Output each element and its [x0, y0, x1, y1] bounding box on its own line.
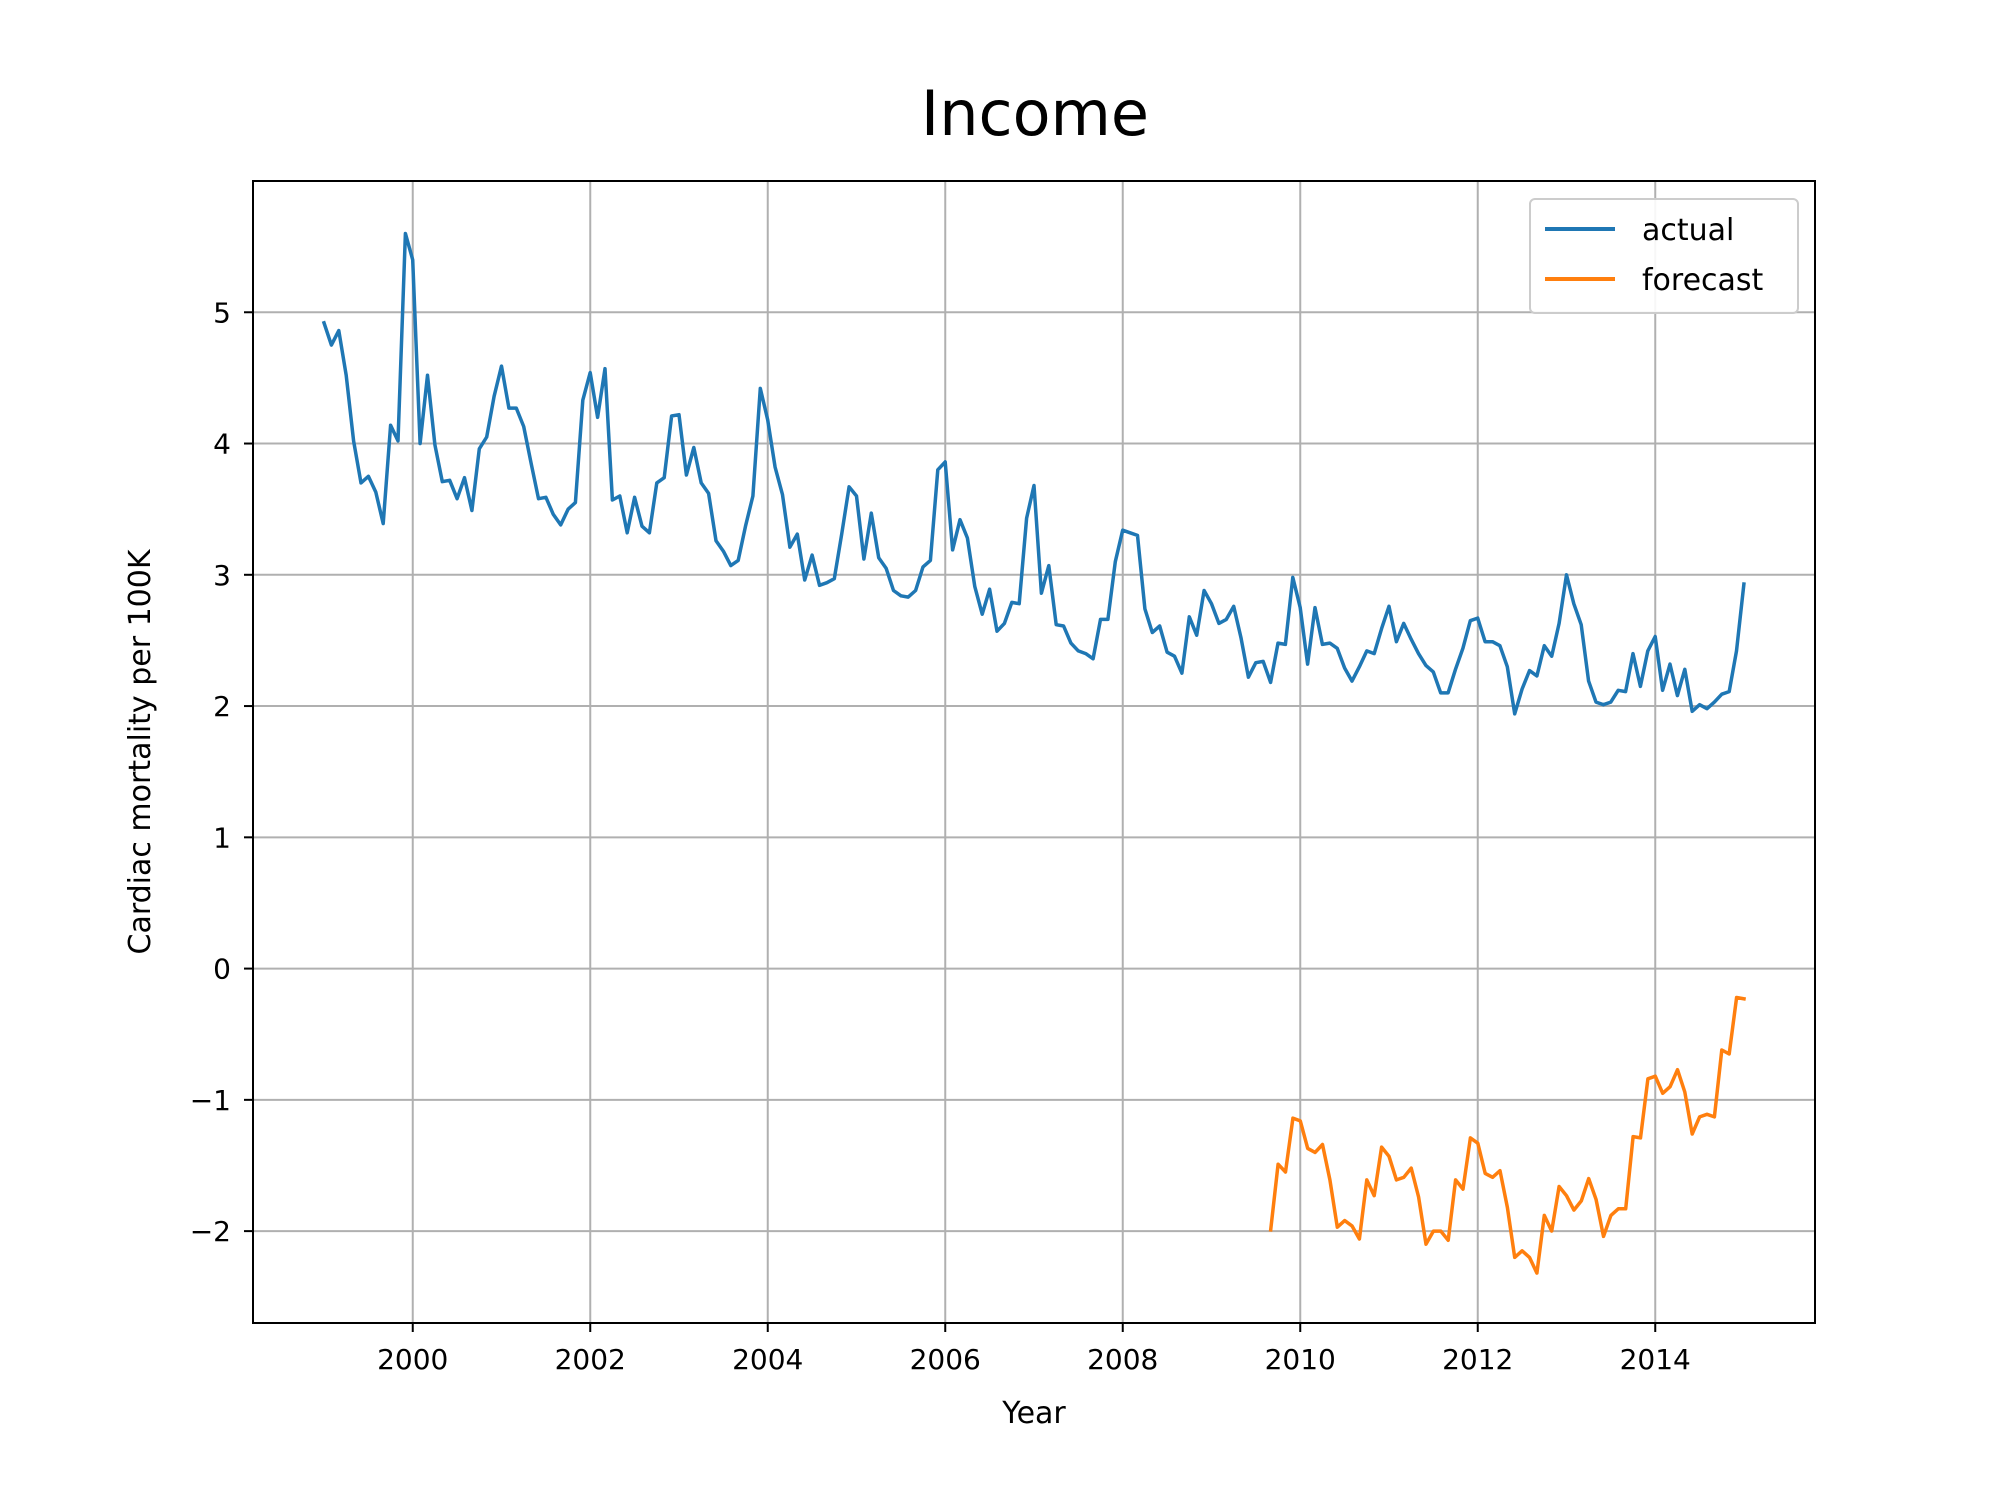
- y-tick-label: 3: [213, 559, 231, 592]
- x-tick-label: 2012: [1442, 1343, 1513, 1376]
- y-axis-label: Cardiac mortality per 100K: [123, 548, 158, 954]
- x-axis-label: Year: [1001, 1396, 1066, 1431]
- y-tick-label: 4: [213, 428, 231, 461]
- x-tick-label: 2006: [910, 1343, 981, 1376]
- legend: actual forecast: [1529, 198, 1799, 314]
- y-tick-label: 0: [213, 953, 231, 986]
- x-tick-label: 2002: [555, 1343, 626, 1376]
- y-tick-label: −2: [190, 1215, 231, 1248]
- x-tick-label: 2008: [1087, 1343, 1158, 1376]
- y-tick-label: 1: [213, 821, 231, 854]
- series-line-forecast: [1268, 995, 1747, 1275]
- chart-title: Income: [921, 77, 1149, 150]
- legend-label-actual: actual: [1642, 213, 1734, 248]
- y-tick-label: 5: [213, 296, 231, 329]
- legend-label-forecast: forecast: [1642, 263, 1764, 298]
- grid-layer: [253, 181, 1815, 1323]
- x-tick-label: 2000: [377, 1343, 448, 1376]
- y-tick-label: −1: [190, 1084, 231, 1117]
- tick-layer: 2000 2002 2004 2006 2008 2010 2012 2014 −2 −1 0 1 2 3…: [190, 296, 1691, 1376]
- x-tick-label: 2010: [1265, 1343, 1336, 1376]
- x-tick-label: 2004: [732, 1343, 803, 1376]
- plot-frame: [252, 180, 1816, 1324]
- series-layer: [321, 231, 1747, 1275]
- x-tick-label: 2014: [1620, 1343, 1691, 1376]
- series-line-actual: [321, 231, 1746, 716]
- y-tick-label: 2: [213, 690, 231, 723]
